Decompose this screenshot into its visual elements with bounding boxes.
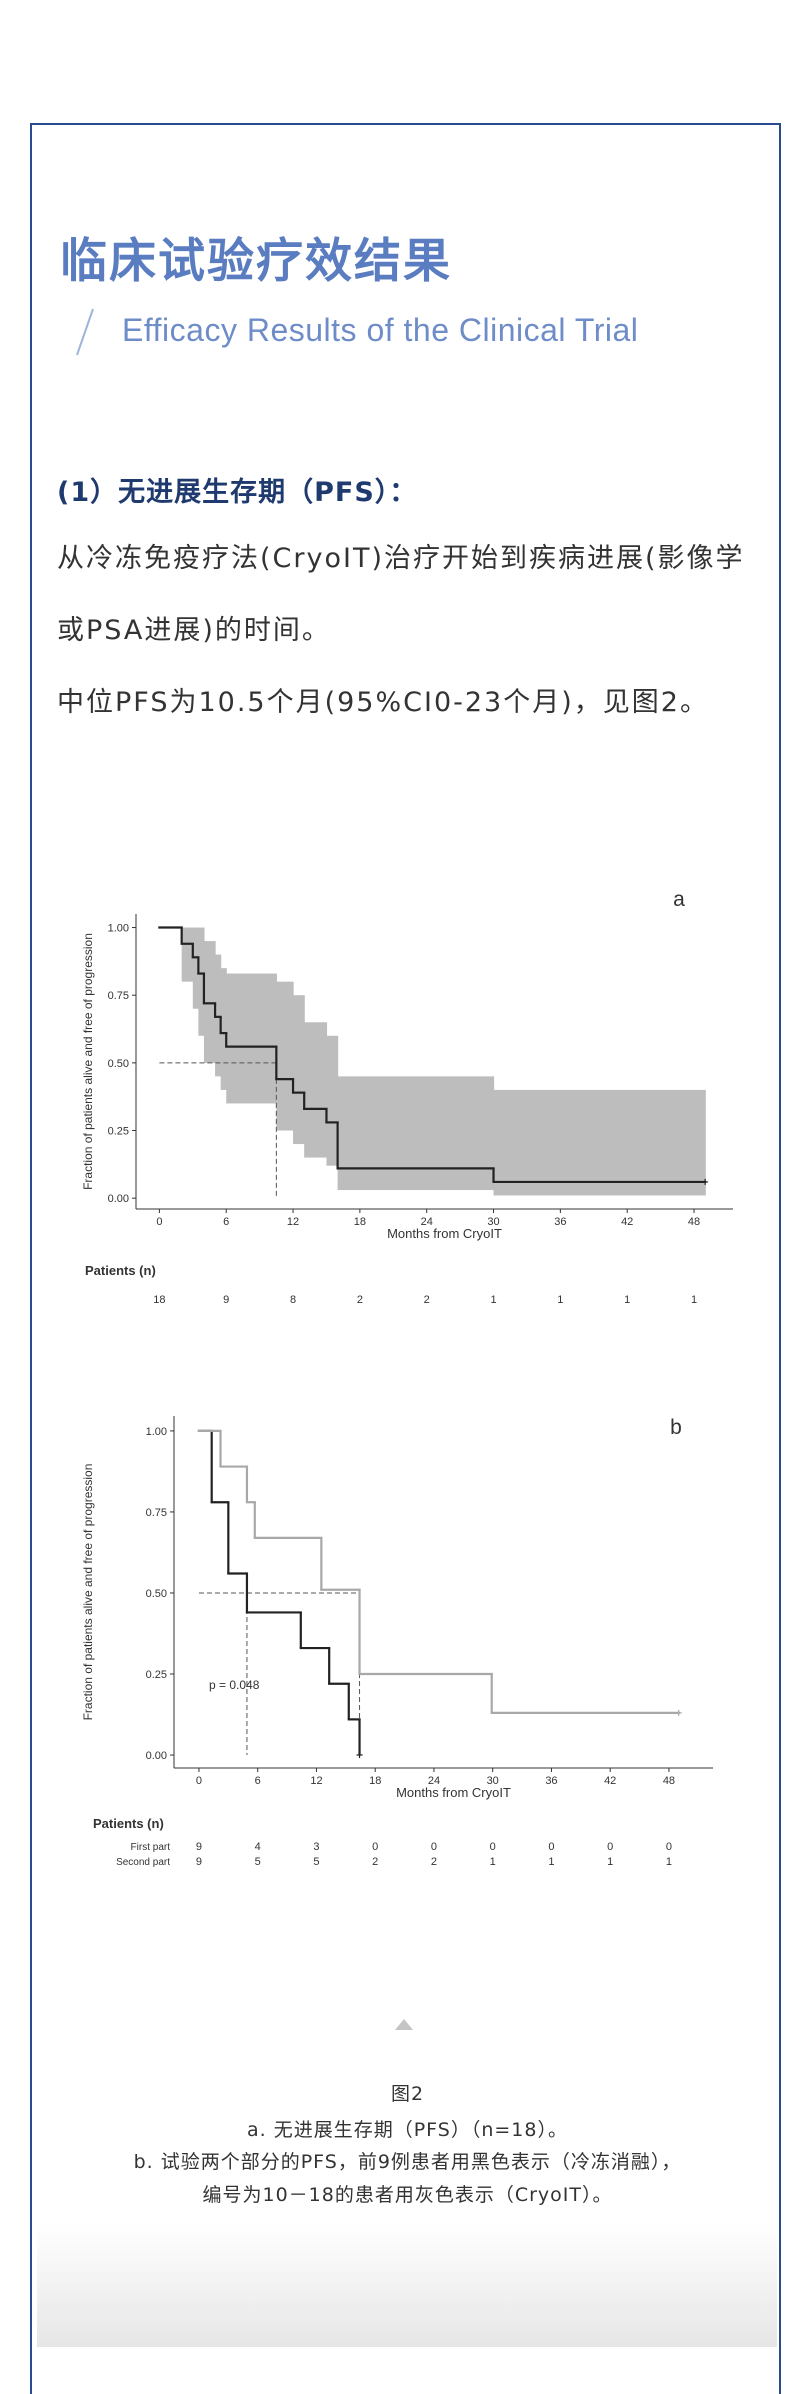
- risk-count: 1: [490, 1856, 496, 1868]
- y-tick-label: 0.75: [146, 1507, 167, 1519]
- y-tick-label: 0.50: [108, 1058, 129, 1070]
- risk-count: 1: [691, 1294, 697, 1306]
- confidence-band: [304, 1022, 328, 1158]
- risk-count: 0: [372, 1841, 378, 1853]
- risk-count: 2: [424, 1294, 430, 1306]
- x-tick-label: 36: [554, 1216, 566, 1228]
- x-tick-label: 18: [369, 1775, 381, 1787]
- y-tick-label: 0.00: [108, 1193, 129, 1205]
- y-tick-label: 0.00: [146, 1750, 167, 1762]
- censor-mark: [356, 1752, 363, 1759]
- confidence-band: [226, 973, 277, 1104]
- risk-count: 1: [666, 1856, 672, 1868]
- y-tick-label: 1.00: [108, 923, 129, 935]
- risk-count: 3: [313, 1841, 319, 1853]
- panel-label: b: [670, 1416, 682, 1439]
- x-tick-label: 48: [663, 1775, 675, 1787]
- risk-count: 1: [607, 1856, 613, 1868]
- risk-count: 1: [557, 1294, 563, 1306]
- risk-count: 0: [607, 1841, 613, 1853]
- paragraph: 从冷冻免疫疗法(CryoIT)治疗开始到疾病进展(影像学或PSA进展)的时间。: [57, 543, 745, 646]
- caption-line: a. 无进展生存期（PFS）（n=18）。: [247, 2119, 568, 2141]
- risk-count: 4: [255, 1841, 261, 1853]
- confidence-band: [203, 941, 216, 1063]
- section-heading: (1）无进展生存期（PFS）：: [57, 477, 418, 508]
- risk-count: 2: [431, 1856, 437, 1868]
- risk-count: 5: [255, 1856, 261, 1868]
- x-tick-label: 0: [196, 1775, 202, 1787]
- risk-row-label: First part: [131, 1842, 171, 1853]
- x-tick-label: 12: [310, 1775, 322, 1787]
- confidence-band: [337, 1076, 495, 1191]
- risk-count: 2: [372, 1856, 378, 1868]
- y-tick-label: 0.25: [108, 1126, 129, 1138]
- x-tick-label: 36: [545, 1775, 557, 1787]
- title: 临床试验疗效结果: [60, 234, 452, 289]
- x-tick-label: 18: [354, 1216, 366, 1228]
- risk-count: 9: [196, 1856, 202, 1868]
- risk-count: 1: [490, 1294, 496, 1306]
- risk-count: 9: [223, 1294, 229, 1306]
- risk-row-label: Second part: [116, 1857, 170, 1868]
- x-tick-label: 6: [223, 1216, 229, 1228]
- x-tick-label: 12: [287, 1216, 299, 1228]
- risk-count: 1: [548, 1856, 554, 1868]
- y-tick-label: 0.50: [146, 1588, 167, 1600]
- risk-count: 1: [624, 1294, 630, 1306]
- caption-line: 编号为10－18的患者用灰色表示（CryoIT）。: [202, 2184, 613, 2206]
- confidence-band: [198, 927, 205, 1036]
- risk-count: 2: [357, 1294, 363, 1306]
- confidence-band: [192, 927, 199, 1009]
- bottom-fade: [37, 2223, 777, 2347]
- confidence-band: [293, 995, 305, 1145]
- subtitle: Efficacy Results of the Clinical Trial: [122, 312, 639, 348]
- confidence-band: [220, 968, 227, 1090]
- risk-count: 8: [290, 1294, 296, 1306]
- confidence-band: [181, 927, 194, 982]
- y-axis-title: Fraction of patients alive and free of p…: [81, 933, 95, 1190]
- x-tick-label: 42: [621, 1216, 633, 1228]
- confidence-band: [326, 1035, 339, 1166]
- risk-count: 0: [431, 1841, 437, 1853]
- risk-count: 0: [490, 1841, 496, 1853]
- risk-count: 0: [666, 1841, 672, 1853]
- annotation: p = 0.048: [209, 1678, 260, 1692]
- y-tick-label: 0.75: [108, 990, 129, 1002]
- caption-title: 图2: [390, 2083, 425, 2105]
- x-axis-title: Months from CryoIT: [387, 1226, 502, 1241]
- x-axis-title: Months from CryoIT: [396, 1785, 511, 1800]
- x-tick-label: 30: [487, 1216, 499, 1228]
- risk-count: 0: [548, 1841, 554, 1853]
- censor-mark: [675, 1709, 682, 1716]
- risk-table-title: Patients (n): [85, 1263, 156, 1278]
- x-tick-label: 24: [428, 1775, 440, 1787]
- y-tick-label: 1.00: [146, 1426, 167, 1438]
- confidence-band: [493, 1089, 706, 1196]
- confidence-band: [276, 981, 294, 1131]
- up-arrow: [395, 2019, 413, 2030]
- x-tick-label: 6: [255, 1775, 261, 1787]
- y-axis-title: Fraction of patients alive and free of p…: [81, 1464, 95, 1721]
- confidence-band: [215, 954, 222, 1077]
- paragraph: 中位PFS为10.5个月(95%CI0-23个月)，见图2。: [57, 687, 709, 718]
- caption-line: b. 试验两个部分的PFS，前9例患者用黑色表示（冷冻消融），: [133, 2151, 682, 2173]
- x-tick-label: 48: [688, 1216, 700, 1228]
- risk-count: 5: [313, 1856, 319, 1868]
- x-tick-label: 42: [604, 1775, 616, 1787]
- x-tick-label: 24: [421, 1216, 433, 1228]
- panel-label: a: [673, 888, 685, 911]
- risk-count: 9: [196, 1841, 202, 1853]
- y-tick-label: 0.25: [146, 1669, 167, 1681]
- risk-count: 18: [153, 1294, 165, 1306]
- censor-mark: [702, 1178, 709, 1185]
- x-tick-label: 30: [487, 1775, 499, 1787]
- frame: [30, 123, 781, 2394]
- x-tick-label: 0: [156, 1216, 162, 1228]
- slash-decoration: [76, 308, 94, 356]
- risk-table-title: Patients (n): [93, 1816, 164, 1831]
